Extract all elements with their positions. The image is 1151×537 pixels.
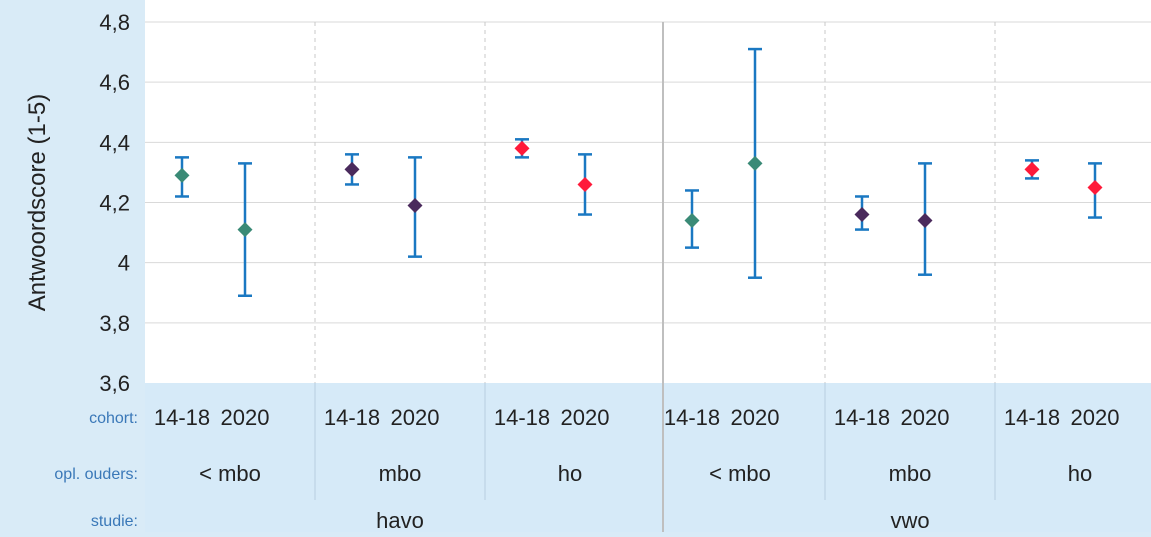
cohort-label: 14-18: [1004, 405, 1060, 430]
cohort-label: 14-18: [834, 405, 890, 430]
data-point: [917, 213, 933, 229]
cohort-label: 2020: [901, 405, 950, 430]
ouders-label: < mbo: [709, 461, 771, 486]
data-point: [854, 207, 870, 223]
row-label-ouders: opl. ouders:: [54, 466, 138, 483]
row-label-cohort: cohort:: [89, 410, 138, 427]
cohort-label: 2020: [221, 405, 270, 430]
row-label-studie: studie:: [91, 513, 138, 530]
cohort-label: 14-18: [324, 405, 380, 430]
cohort-label: 2020: [391, 405, 440, 430]
y-tick-label: 3,8: [99, 311, 130, 336]
ouders-label: ho: [1068, 461, 1092, 486]
y-tick-label: 4,4: [99, 130, 130, 155]
cohort-label: 2020: [1071, 405, 1120, 430]
cohort-label: 2020: [561, 405, 610, 430]
data-point: [174, 167, 190, 183]
data-point: [747, 155, 763, 171]
category-band: [145, 383, 1151, 532]
cohort-label: 14-18: [154, 405, 210, 430]
data-point: [344, 161, 360, 177]
ouders-label: ho: [558, 461, 582, 486]
cohort-label: 14-18: [494, 405, 550, 430]
y-tick-label: 4: [118, 251, 130, 276]
data-point: [514, 140, 530, 156]
studie-label: havo: [376, 508, 424, 532]
y-tick-label: 4,6: [99, 70, 130, 95]
studie-label: vwo: [890, 508, 929, 532]
y-tick-label: 3,6: [99, 371, 130, 396]
data-point: [407, 198, 423, 214]
ouders-label: < mbo: [199, 461, 261, 486]
y-tick-label: 4,8: [99, 10, 130, 35]
cohort-label: 2020: [731, 405, 780, 430]
data-point: [1087, 179, 1103, 195]
cohort-label: 14-18: [664, 405, 720, 430]
y-axis-title: Antwoordscore (1-5): [24, 94, 51, 311]
data-point: [577, 176, 593, 192]
data-point: [684, 213, 700, 229]
data-point: [1024, 161, 1040, 177]
ouders-label: mbo: [379, 461, 422, 486]
plot-area: [145, 0, 1151, 383]
data-point: [237, 222, 253, 238]
y-tick-label: 4,2: [99, 191, 130, 216]
ouders-label: mbo: [889, 461, 932, 486]
